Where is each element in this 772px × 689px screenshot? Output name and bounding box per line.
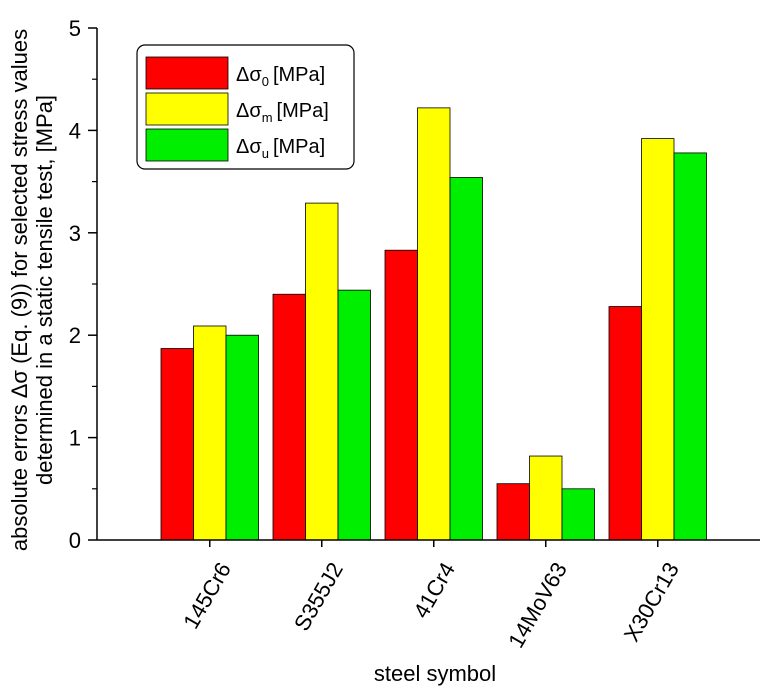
x-tick-label: 14MoV63 (503, 558, 572, 652)
legend-swatch-u (145, 128, 229, 162)
bar-S355J2-m (305, 202, 339, 541)
y-tick-label: 5 (69, 16, 81, 41)
legend-swatch-0 (145, 56, 229, 90)
bar-S355J2-u (337, 289, 371, 541)
bar-14MoV63-u (561, 488, 595, 541)
y-tick-label: 3 (69, 221, 81, 246)
x-axis-title: steel symbol (374, 661, 496, 686)
bar-145Cr6-m (193, 325, 227, 541)
legend-items: Δσ0 [MPa] Δσm [MPa] Δσu [MPa] (145, 56, 329, 162)
y-tick-label: 2 (69, 323, 81, 348)
bar-41Cr4-m (417, 107, 451, 541)
legend-label-u: Δσu [MPa] (236, 136, 325, 161)
bar-145Cr6-0 (160, 348, 194, 541)
bars-layer (160, 107, 707, 541)
bar-X30Cr13-u (673, 152, 707, 541)
bar-S355J2-0 (272, 293, 306, 541)
y-axis-title: absolute errors Δσ (Eq. (9)) for selecte… (7, 29, 57, 551)
bar-X30Cr13-0 (608, 306, 642, 541)
x-tick-label: X30Cr13 (619, 558, 684, 646)
y-tick-label: 1 (69, 426, 81, 451)
bar-14MoV63-0 (496, 483, 530, 541)
bar-145Cr6-u (225, 334, 259, 541)
y-tick-label: 4 (69, 118, 81, 143)
legend: Δσ0 [MPa] Δσm [MPa] Δσu [MPa] (136, 44, 355, 170)
y-ticks: 0 1 2 3 4 5 (69, 16, 97, 553)
y-axis-title-line2: determined in a static tensile test, [MP… (32, 95, 57, 485)
x-tick-label: S355J2 (289, 558, 348, 635)
bar-41Cr4-0 (384, 249, 418, 541)
legend-label-0: Δσ0 [MPa] (236, 64, 325, 89)
bar-X30Cr13-m (641, 138, 675, 541)
bar-41Cr4-u (449, 177, 483, 541)
x-tick-label: 145Cr6 (178, 558, 236, 633)
x-tick-label: 41Cr4 (408, 558, 460, 622)
legend-swatch-m (145, 92, 229, 126)
y-axis-title-line1: absolute errors Δσ (Eq. (9)) for selecte… (7, 29, 32, 551)
x-ticks: 145Cr6 S355J2 41Cr4 14MoV63 X30Cr13 (178, 540, 684, 652)
bar-14MoV63-m (529, 455, 563, 541)
y-tick-label: 0 (69, 528, 81, 553)
legend-label-m: Δσm [MPa] (236, 100, 329, 125)
